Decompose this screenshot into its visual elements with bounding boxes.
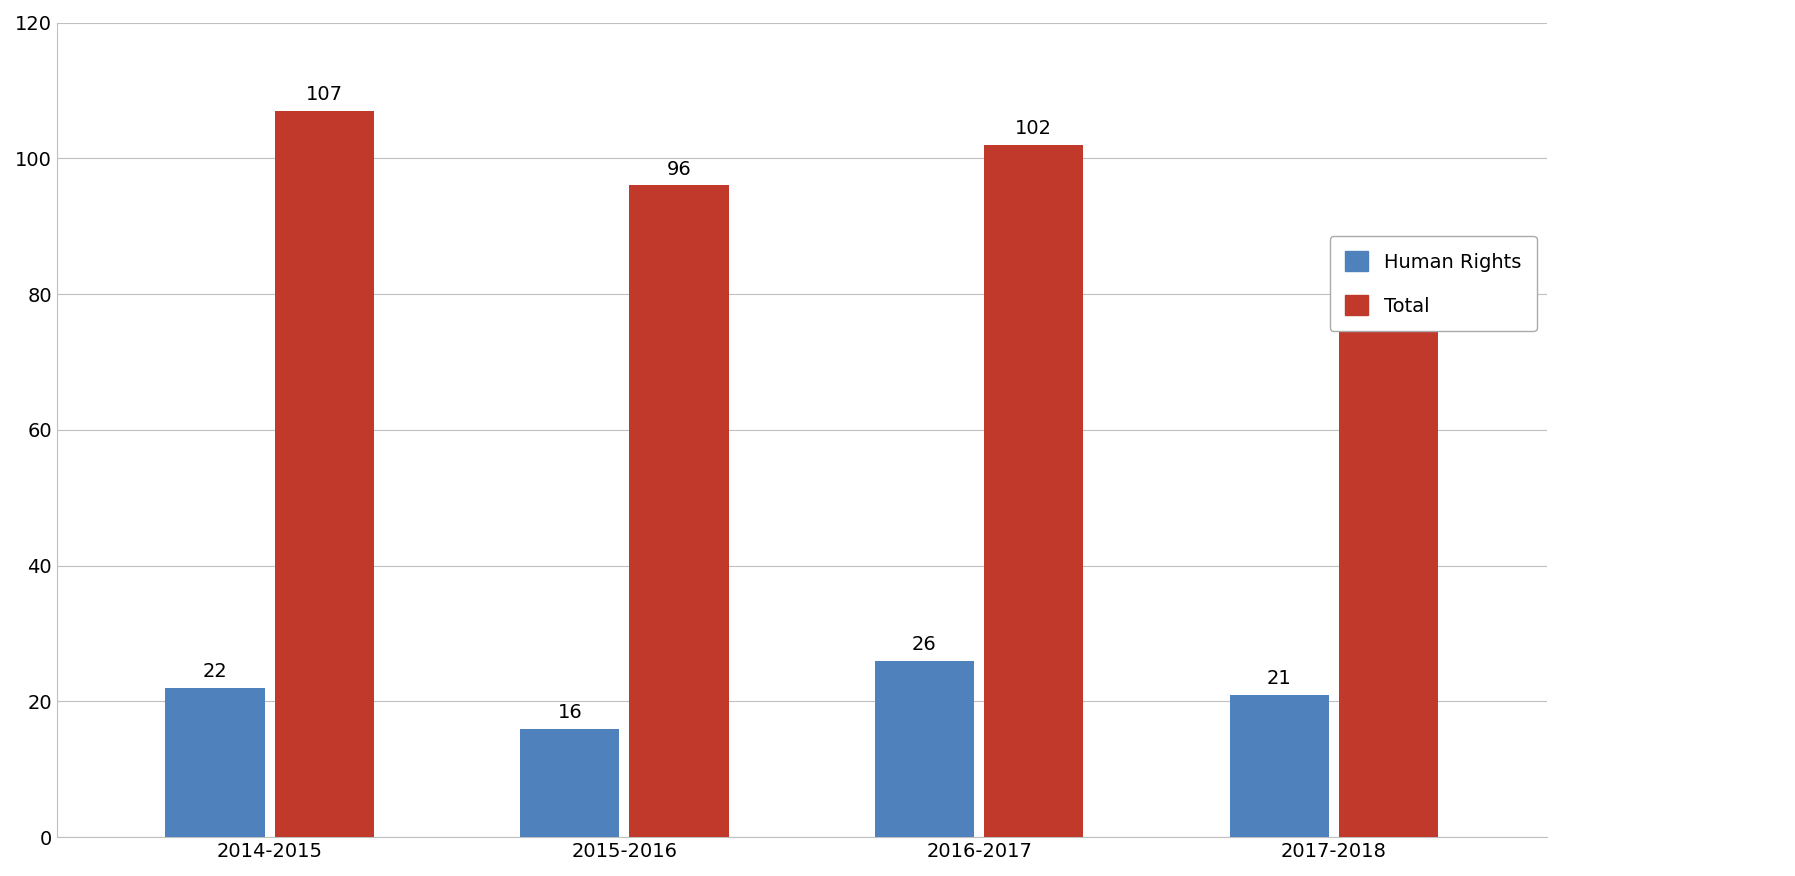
Text: 107: 107	[305, 85, 343, 104]
Text: 21: 21	[1267, 668, 1292, 688]
Bar	[165, 688, 264, 837]
Text: 96: 96	[666, 159, 691, 179]
Bar	[1230, 695, 1328, 837]
Bar	[521, 729, 619, 837]
Bar	[275, 110, 373, 837]
Text: 16: 16	[558, 703, 582, 722]
Text: 26: 26	[912, 635, 937, 653]
Text: 102: 102	[1016, 119, 1052, 138]
Bar	[874, 661, 975, 837]
Legend: Human Rights, Total: Human Rights, Total	[1330, 236, 1537, 331]
Text: 22: 22	[203, 662, 228, 681]
Text: 76: 76	[1377, 295, 1400, 314]
Bar	[630, 186, 729, 837]
Bar	[1339, 321, 1438, 837]
Bar	[984, 145, 1084, 837]
